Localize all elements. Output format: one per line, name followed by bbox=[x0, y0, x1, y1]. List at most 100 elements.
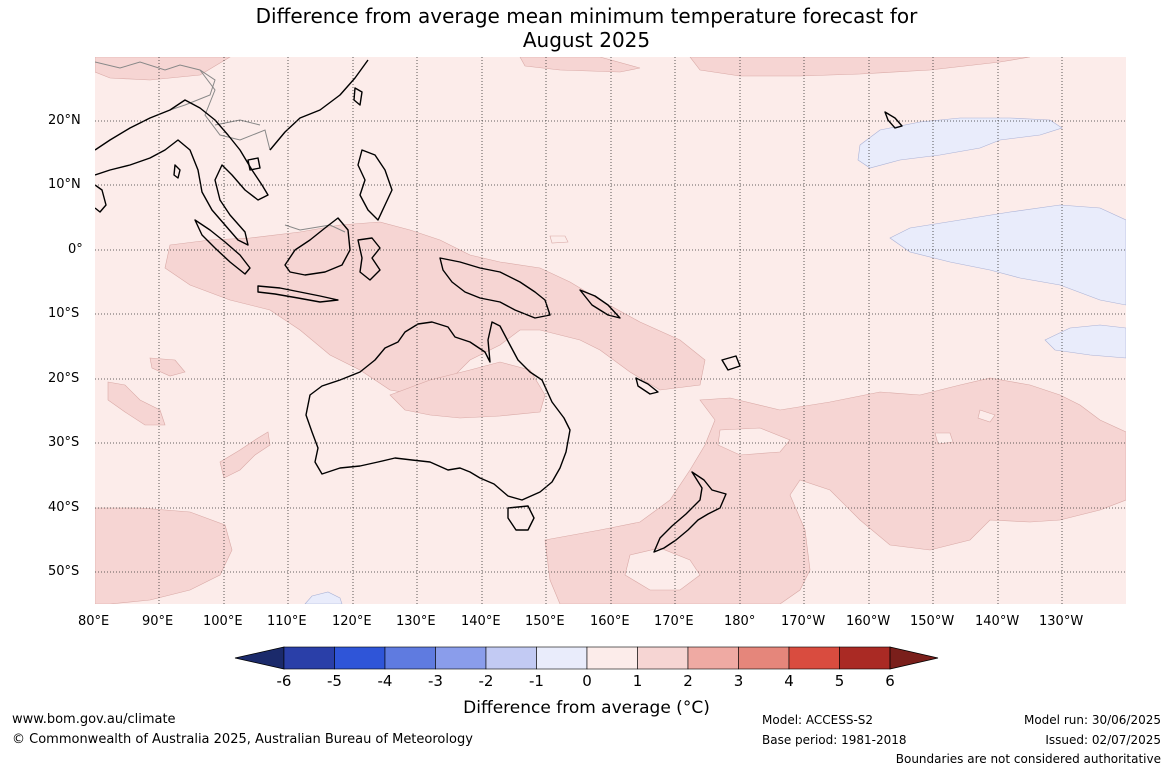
coastlines bbox=[95, 59, 903, 553]
colorbar-segment bbox=[687, 646, 739, 670]
website-link[interactable]: www.bom.gov.au/climate bbox=[12, 712, 176, 727]
coast-borneo bbox=[284, 217, 351, 276]
lon-label: 170°W bbox=[781, 614, 826, 629]
base-period-text: Base period: 1981-2018 bbox=[762, 733, 907, 747]
coast-sumatra bbox=[194, 219, 251, 275]
colorbar-segment bbox=[435, 646, 487, 670]
warm-region-southwest bbox=[95, 507, 233, 604]
colorbar-segment bbox=[738, 646, 790, 670]
colorbar-label: Difference from average (°C) bbox=[0, 698, 1173, 718]
colorbar-segment bbox=[788, 646, 840, 670]
colorbar-tick-label: -3 bbox=[428, 672, 443, 690]
warm-region-maritime bbox=[164, 221, 706, 396]
colorbar-segment bbox=[637, 646, 689, 670]
lon-label: 180° bbox=[724, 614, 756, 629]
lon-label: 140°W bbox=[975, 614, 1020, 629]
colorbar-tick-label: 1 bbox=[632, 672, 643, 690]
lon-label: 130°W bbox=[1039, 614, 1084, 629]
colorbar-tick-label: -4 bbox=[377, 672, 393, 690]
warm-region-small-1 bbox=[149, 357, 186, 377]
colorbar-segment bbox=[839, 646, 891, 670]
lon-label: 130°E bbox=[396, 614, 436, 629]
warm-region-australia bbox=[389, 361, 546, 419]
coast-china-east bbox=[269, 59, 369, 151]
colorbar-segment bbox=[536, 646, 588, 670]
lat-label: 30°S bbox=[48, 435, 80, 450]
warm-region-north-pacific-2 bbox=[689, 57, 1031, 77]
copyright-text: © Commonwealth of Australia 2025, Austra… bbox=[12, 732, 473, 747]
lat-label: 20°N bbox=[48, 113, 81, 128]
disclaimer-text: Boundaries are not considered authoritat… bbox=[895, 752, 1161, 766]
warm-region-indian-ocean bbox=[107, 381, 166, 426]
graticule bbox=[95, 57, 1126, 604]
colorbar-arrow-high bbox=[889, 646, 939, 670]
colorbar-tick-label: 0 bbox=[582, 672, 592, 690]
lat-label: 50°S bbox=[48, 564, 80, 579]
colorbar-tick-label: 5 bbox=[834, 672, 845, 690]
lon-label: 160°E bbox=[590, 614, 630, 629]
colorbar-ticks: -6 -5 -4 -3 -2 -1 0 1 2 3 4 5 6 bbox=[0, 672, 1173, 692]
colorbar-label-text: Difference from average ( bbox=[463, 698, 683, 718]
colorbar-tick-label: 6 bbox=[885, 672, 895, 690]
warm-region-north-pacific bbox=[519, 57, 641, 73]
cool-anomaly-regions bbox=[304, 117, 1126, 604]
coast-hainan bbox=[247, 157, 261, 171]
cool-region-south bbox=[304, 591, 343, 604]
coast-se-asia bbox=[95, 99, 269, 246]
lat-label: 20°S bbox=[48, 371, 80, 386]
lon-label: 110°E bbox=[267, 614, 307, 629]
colorbar-segment bbox=[283, 646, 335, 670]
colorbar-tick-label: 3 bbox=[733, 672, 744, 690]
coast-solomon bbox=[579, 289, 621, 319]
coast-hawaii bbox=[884, 111, 903, 129]
cool-region-equatorial-pacific bbox=[889, 204, 1126, 306]
colorbar-arrow-low bbox=[234, 646, 285, 670]
colorbar-label-unit: °C bbox=[682, 698, 704, 718]
lat-label: 10°N bbox=[48, 177, 81, 192]
colorbar-tick-label: -5 bbox=[327, 672, 342, 690]
map-title: Difference from average mean minimum tem… bbox=[0, 4, 1173, 52]
lon-label: 170°E bbox=[654, 614, 694, 629]
issued-text: Issued: 02/07/2025 bbox=[1045, 733, 1161, 747]
colorbar-tick-label: -1 bbox=[529, 672, 544, 690]
coast-new-guinea bbox=[439, 257, 551, 319]
lat-label: 0° bbox=[68, 242, 83, 257]
colorbar-tick-label: -6 bbox=[276, 672, 292, 690]
lat-label: 10°S bbox=[48, 306, 80, 321]
colorbar-segment bbox=[485, 646, 537, 670]
coast-new-zealand bbox=[653, 471, 727, 553]
colorbar-segment bbox=[586, 646, 638, 670]
coast-new-caledonia bbox=[635, 377, 659, 395]
title-line-2: August 2025 bbox=[522, 28, 651, 52]
lat-label: 40°S bbox=[48, 500, 80, 515]
lon-label: 160°W bbox=[846, 614, 891, 629]
colorbar bbox=[234, 646, 939, 670]
coast-tasmania bbox=[507, 505, 535, 531]
coast-sri-lanka bbox=[173, 164, 181, 179]
coast-sulawesi bbox=[357, 237, 381, 281]
colorbar-tick-label: -2 bbox=[478, 672, 494, 690]
coast-java bbox=[257, 285, 339, 303]
colorbar-segment bbox=[334, 646, 386, 670]
lon-label: 150°W bbox=[910, 614, 955, 629]
warm-region-north-pacific-3 bbox=[95, 57, 231, 81]
lon-label: 90°E bbox=[142, 614, 174, 629]
lon-label: 100°E bbox=[203, 614, 243, 629]
colorbar-tick-label: 2 bbox=[683, 672, 693, 690]
colorbar-label-close: ) bbox=[703, 698, 710, 718]
colorbar-tick-label: 4 bbox=[784, 672, 794, 690]
cool-region-southeast-pacific bbox=[1044, 324, 1126, 359]
warm-region-south-pacific bbox=[544, 377, 1126, 604]
colorbar-segment bbox=[384, 646, 436, 670]
lon-label: 120°E bbox=[332, 614, 372, 629]
lon-label: 150°E bbox=[525, 614, 565, 629]
lon-label: 80°E bbox=[78, 614, 110, 629]
coast-india bbox=[95, 184, 107, 213]
warm-anomaly-regions bbox=[95, 57, 1126, 604]
coast-taiwan bbox=[353, 87, 363, 106]
model-run-text: Model run: 30/06/2025 bbox=[1023, 713, 1161, 727]
neutral-holes bbox=[549, 235, 996, 591]
coast-australia bbox=[305, 321, 571, 501]
lon-label: 140°E bbox=[461, 614, 501, 629]
